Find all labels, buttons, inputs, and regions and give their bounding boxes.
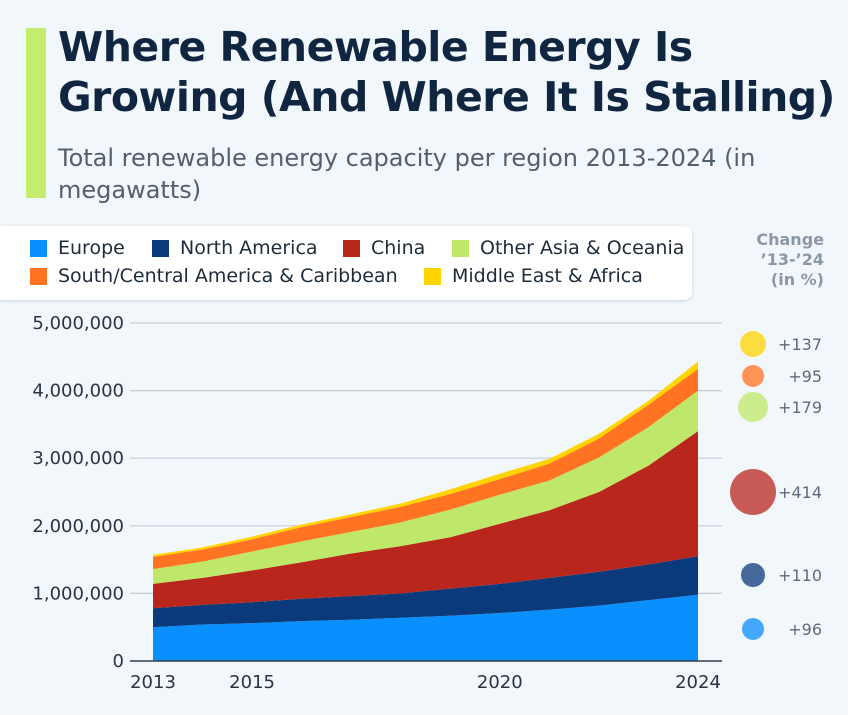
legend-item-other-asia-oceania: Other Asia & Oceania xyxy=(452,237,684,259)
x-tick-label: 2020 xyxy=(477,672,523,693)
x-tick-label: 2015 xyxy=(229,672,275,693)
change-header: Change ’13-’24 (in %) xyxy=(740,230,824,290)
change-bubble xyxy=(741,563,765,587)
chart-title: Where Renewable Energy Is Growing (And W… xyxy=(58,23,835,121)
legend-item-north-america: North America xyxy=(152,237,318,259)
legend-swatch xyxy=(424,267,441,285)
change-bubble xyxy=(740,331,766,357)
legend-swatch xyxy=(30,239,47,257)
legend-label: North America xyxy=(180,237,318,259)
legend-label: South/Central America & Caribbean xyxy=(58,265,398,287)
area-north-america xyxy=(153,556,698,628)
change-label: +137 xyxy=(778,335,822,354)
legend-label: Middle East & Africa xyxy=(452,265,643,287)
legend-label: Europe xyxy=(58,237,125,259)
change-label: +96 xyxy=(788,620,822,639)
legend: Europe North America China Other Asia & … xyxy=(0,226,692,300)
legend-swatch xyxy=(452,239,469,257)
title-accent-bar xyxy=(26,28,46,198)
area-other-asia-oceania xyxy=(153,390,698,584)
y-tick-label: 4,000,000 xyxy=(32,381,124,402)
change-bubble xyxy=(730,469,776,515)
area-china xyxy=(153,431,698,609)
legend-item-china: China xyxy=(343,237,425,259)
area-europe xyxy=(153,594,698,661)
change-header-line: (in %) xyxy=(770,270,824,289)
change-bubble xyxy=(738,392,768,422)
y-tick-label: 0 xyxy=(113,651,124,672)
change-label: +95 xyxy=(788,367,822,386)
change-bubble xyxy=(742,365,764,387)
change-label: +179 xyxy=(778,398,822,417)
legend-label: Other Asia & Oceania xyxy=(480,237,685,259)
legend-swatch xyxy=(152,239,169,257)
change-bubble xyxy=(742,618,764,640)
legend-item-middle-east-africa: Middle East & Africa xyxy=(424,265,643,287)
area-south-central-america-caribbean xyxy=(153,368,698,570)
y-tick-label: 2,000,000 xyxy=(32,516,124,537)
legend-swatch xyxy=(343,239,360,257)
legend-label: China xyxy=(371,237,426,259)
change-header-line: ’13-’24 xyxy=(760,250,824,269)
y-tick-label: 1,000,000 xyxy=(32,583,124,604)
chart-subtitle: Total renewable energy capacity per regi… xyxy=(58,144,756,204)
change-label: +110 xyxy=(778,566,822,585)
legend-item-europe: Europe xyxy=(30,237,125,259)
x-tick-label: 2013 xyxy=(130,672,176,693)
y-tick-label: 5,000,000 xyxy=(32,313,124,334)
legend-swatch xyxy=(30,267,47,285)
x-tick-label: 2024 xyxy=(675,672,721,693)
y-tick-label: 3,000,000 xyxy=(32,448,124,469)
legend-item-south-central-america: South/Central America & Caribbean xyxy=(30,265,398,287)
change-label: +414 xyxy=(778,483,822,502)
change-header-line: Change xyxy=(756,230,824,249)
